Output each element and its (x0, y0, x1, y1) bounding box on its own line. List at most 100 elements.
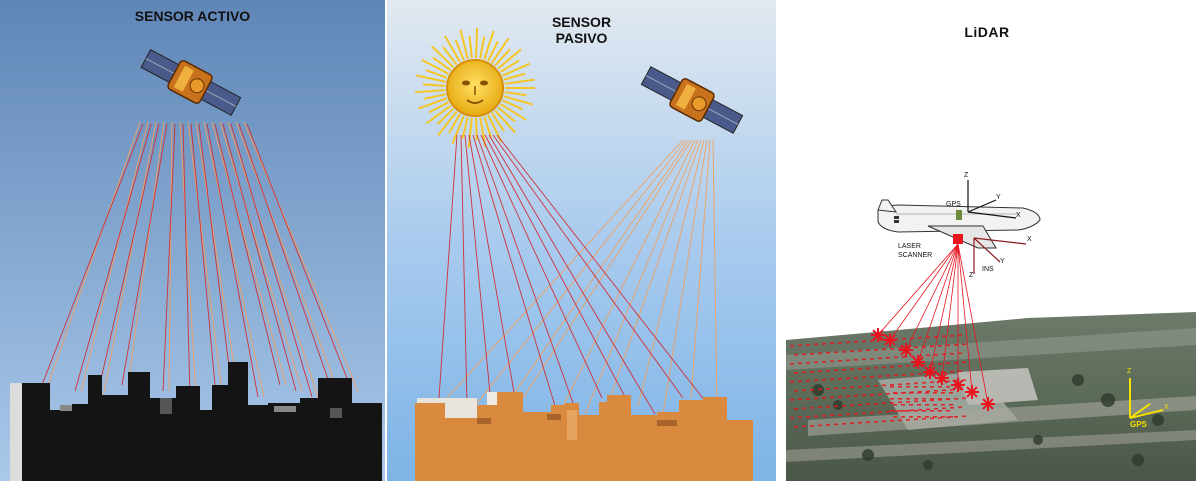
label-gps-ground: GPS (1130, 420, 1147, 429)
passive-sensor-diagram (387, 0, 776, 481)
label-laser-scanner: LASER SCANNER (898, 242, 932, 260)
return-ray (198, 123, 233, 392)
laser-beam (877, 243, 959, 336)
airplane-icon (877, 180, 1041, 274)
label-ins: INS (982, 266, 994, 273)
laser-hit-marker (935, 371, 949, 385)
incident-ray (438, 134, 458, 399)
laser-beam (957, 243, 989, 405)
aerial-city-image (786, 312, 1196, 481)
return-ray (190, 123, 216, 386)
label-axis-y-ins: Y (1000, 258, 1005, 265)
emitted-ray (47, 121, 141, 386)
emitted-ray (203, 121, 265, 398)
reflected-ray (662, 139, 708, 415)
incident-ray (464, 134, 493, 415)
emitted-ray (243, 121, 359, 392)
incident-ray (496, 134, 710, 407)
return-ray (41, 123, 144, 386)
incident-ray (480, 134, 603, 399)
reflected-ray (690, 139, 711, 399)
return-ray (238, 123, 331, 386)
emitted-ray (211, 121, 287, 386)
return-ray (96, 123, 160, 398)
return-ray (162, 123, 176, 392)
incident-ray (468, 134, 516, 399)
emitted-ray (227, 121, 319, 398)
lidar-panel: LiDAR GPS LASER SCANNER INS Z Y X X Y Z … (778, 0, 1196, 481)
label-axis-z-ground: Z (1127, 368, 1132, 375)
reflected-ray (637, 139, 705, 407)
incident-ray (484, 134, 631, 407)
emitted-ray (127, 121, 165, 386)
active-sensor-diagram (0, 0, 385, 481)
laser-beam (929, 243, 959, 373)
label-axis-z-ins: Z (969, 272, 974, 279)
incident-ray (492, 134, 684, 399)
emitted-ray (179, 121, 197, 398)
lidar-diagram (786, 180, 1196, 481)
city-silhouette (10, 362, 382, 481)
panel-title-passive-line2: PASIVO (555, 30, 608, 46)
return-ray (214, 123, 281, 386)
active-sensor-panel: SENSOR ACTIVO (0, 0, 385, 481)
laser-hit-marker (871, 328, 885, 342)
return-ray (74, 123, 152, 392)
return-ray (121, 123, 168, 386)
emitted-ray (102, 121, 157, 398)
city-silhouette (415, 392, 753, 481)
reflected-ray (609, 139, 702, 399)
return-ray (206, 123, 259, 398)
laser-hit-marker (981, 397, 995, 411)
reflected-ray (522, 139, 693, 399)
return-ray (230, 123, 313, 398)
sun-icon (415, 28, 535, 148)
emitted-ray (168, 121, 173, 392)
ground-gps-axes (1129, 378, 1164, 419)
panel-title-active: SENSOR ACTIVO (134, 8, 251, 24)
laser-hit-marker (911, 355, 925, 369)
emitted-ray (219, 121, 303, 392)
laser-beam (957, 243, 973, 393)
laser-beams (871, 243, 995, 411)
emitted-rays (41, 121, 359, 398)
label-axis-x-ground: X (1164, 404, 1169, 411)
emitted-ray (187, 121, 222, 386)
label-axis-y-plane: Y (996, 194, 1001, 201)
panel-title-lidar: LiDAR (964, 24, 1010, 40)
laser-beam (889, 243, 959, 341)
laser-beam (941, 243, 959, 379)
return-ray (222, 123, 297, 392)
return-ray (182, 123, 191, 398)
label-axis-x-plane: X (1016, 212, 1021, 219)
label-axis-z-plane: Z (964, 172, 969, 179)
reflected-ray (474, 139, 687, 407)
label-laser-line1: LASER (898, 243, 921, 250)
reflected-rays (438, 134, 718, 415)
reflected-ray (712, 139, 718, 407)
emitted-ray (235, 121, 337, 386)
emitted-ray (80, 121, 149, 392)
return-ray (246, 123, 353, 392)
emitted-ray (195, 121, 239, 392)
incident-ray (476, 134, 578, 415)
incident-ray (472, 134, 556, 407)
laser-hit-marker (965, 385, 979, 399)
laser-beam (917, 243, 959, 363)
laser-hit-marker (883, 333, 897, 347)
reflected-ray (584, 139, 699, 415)
laser-hit-marker (951, 378, 965, 392)
laser-beam (905, 243, 959, 351)
passive-sensor-panel: SENSOR PASIVO (387, 0, 776, 481)
incident-ray (488, 134, 656, 415)
satellite-icon (640, 66, 744, 134)
label-gps-plane: GPS (946, 201, 961, 208)
incident-ray (460, 134, 468, 407)
laser-hit-marker (923, 365, 937, 379)
panel-title-passive: SENSOR PASIVO (387, 14, 776, 46)
panel-title-passive-line1: SENSOR (551, 14, 612, 30)
label-laser-line2: SCANNER (898, 252, 933, 259)
reflected-ray (499, 139, 690, 415)
satellite-icon (140, 49, 242, 116)
laser-hit-marker (899, 343, 913, 357)
